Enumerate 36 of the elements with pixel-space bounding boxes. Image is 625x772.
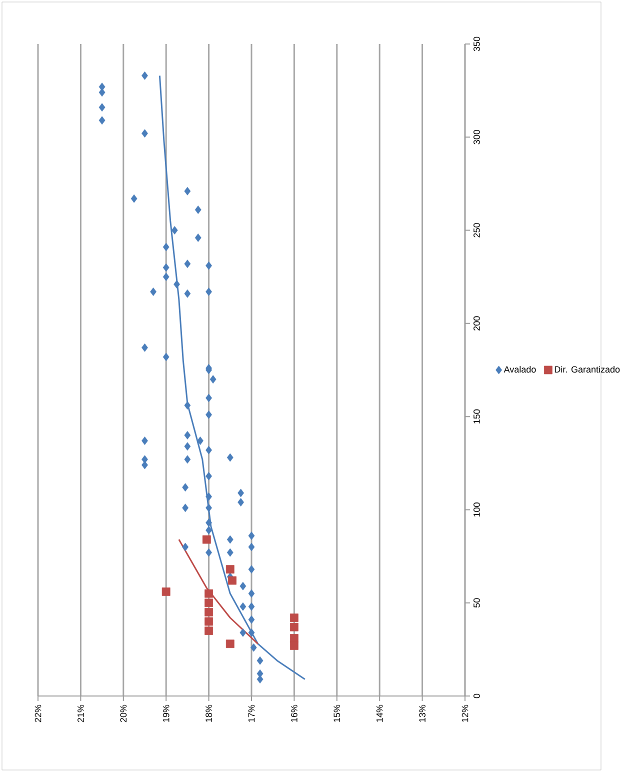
y-tick-label: 250 — [474, 223, 480, 238]
point — [204, 617, 213, 626]
x-tick-label: 15% — [334, 704, 340, 722]
x-tick-label: 22% — [34, 704, 42, 722]
point — [204, 598, 213, 608]
x-tick-label: 12% — [462, 704, 468, 722]
legend-label: Avalado — [504, 366, 536, 373]
y-tick-label: 350 — [474, 36, 480, 52]
legend-label: Dir. Garantizado — [554, 366, 620, 373]
point — [290, 614, 298, 622]
point — [226, 640, 234, 648]
point — [290, 634, 298, 642]
y-tick-label: 0 — [474, 694, 480, 698]
x-tick-label: 14% — [376, 704, 383, 722]
point — [290, 642, 298, 650]
x-tick-label: 21% — [78, 704, 84, 722]
y-tick-label: 50 — [474, 598, 480, 608]
x-tick-label: 20% — [120, 704, 127, 722]
x-tick-label: 18% — [206, 704, 212, 722]
y-tick-label: 150 — [474, 409, 480, 424]
x-tick-label: 13% — [419, 704, 426, 722]
point — [290, 622, 298, 632]
x-tick-label: 19% — [162, 704, 170, 722]
point — [204, 626, 213, 635]
line-series — [158, 74, 306, 680]
y-tick-label: 200 — [474, 316, 480, 330]
y-tick-label: 300 — [474, 130, 480, 144]
point — [162, 587, 170, 596]
point — [204, 608, 213, 616]
x-tick-label: 16% — [290, 704, 298, 722]
point — [202, 535, 211, 544]
y-tick-label: 100 — [474, 502, 480, 517]
point — [226, 565, 234, 574]
x-tick-label: 17% — [248, 704, 255, 722]
point — [204, 589, 213, 598]
point — [228, 576, 236, 585]
